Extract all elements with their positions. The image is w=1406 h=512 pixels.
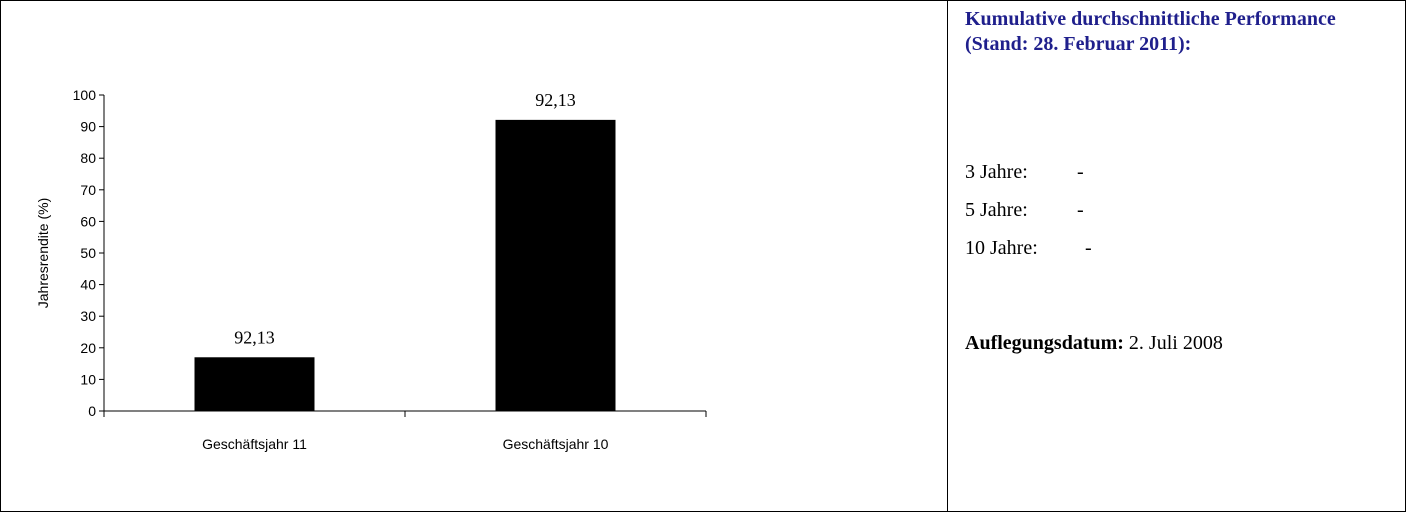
info-cell: Kumulative durchschnittliche Performance…	[948, 1, 1405, 511]
y-tick-label: 20	[80, 340, 96, 356]
performance-row: 5 Jahre: -	[965, 199, 1084, 222]
y-tick-label: 70	[80, 182, 96, 198]
x-tick-label: Geschäftsjahr 10	[503, 436, 609, 452]
x-tick-label: Geschäftsjahr 11	[202, 436, 307, 452]
performance-row: 3 Jahre: -	[965, 161, 1084, 184]
y-tick-label: 60	[80, 213, 96, 229]
launch-date: Auflegungsdatum: 2. Juli 2008	[965, 332, 1223, 355]
chart-cell: 0 10 20 30 40 50 60 70 80 90 100 Geschäftsjahr 11 9…	[1, 1, 947, 511]
performance-title: Kumulative durchschnittliche Performance…	[965, 8, 1336, 55]
performance-period-label: 5 Jahre:	[965, 199, 1028, 221]
y-tick-label: 30	[80, 308, 96, 324]
chart-labels: Geschäftsjahr 11 92,13 Geschäftsjahr 10 92,…	[202, 90, 609, 452]
chart-bars	[194, 119, 616, 411]
bar	[495, 119, 616, 411]
y-tick-label: 90	[80, 119, 96, 135]
data-label: 92,13	[234, 327, 275, 347]
data-label: 92,13	[535, 90, 576, 110]
y-tick-label: 0	[88, 403, 96, 419]
bar-chart: 0 10 20 30 40 50 60 70 80 90 100 Geschäftsjahr 11 9…	[35, 87, 707, 452]
y-tick-label: 10	[80, 371, 96, 387]
performance-period-label: 10 Jahre:	[965, 237, 1038, 259]
performance-row: 10 Jahre: -	[965, 237, 1092, 260]
launch-date-value: 2. Juli 2008	[1128, 332, 1223, 354]
performance-value: -	[1085, 237, 1092, 259]
y-tick-label: 50	[80, 245, 96, 261]
column-divider	[947, 1, 948, 511]
y-tick-label: 40	[80, 277, 96, 293]
bar	[194, 357, 315, 411]
performance-period-label: 3 Jahre:	[965, 161, 1028, 183]
launch-date-label: Auflegungsdatum:	[965, 332, 1124, 354]
performance-value: -	[1077, 199, 1084, 221]
chart-axes: 0 10 20 30 40 50 60 70 80 90 100	[73, 87, 707, 419]
y-tick-label: 80	[80, 150, 96, 166]
y-axis-title: Jahresrendite (%)	[35, 198, 51, 309]
performance-value: -	[1077, 161, 1084, 183]
y-tick-label: 100	[73, 87, 97, 103]
